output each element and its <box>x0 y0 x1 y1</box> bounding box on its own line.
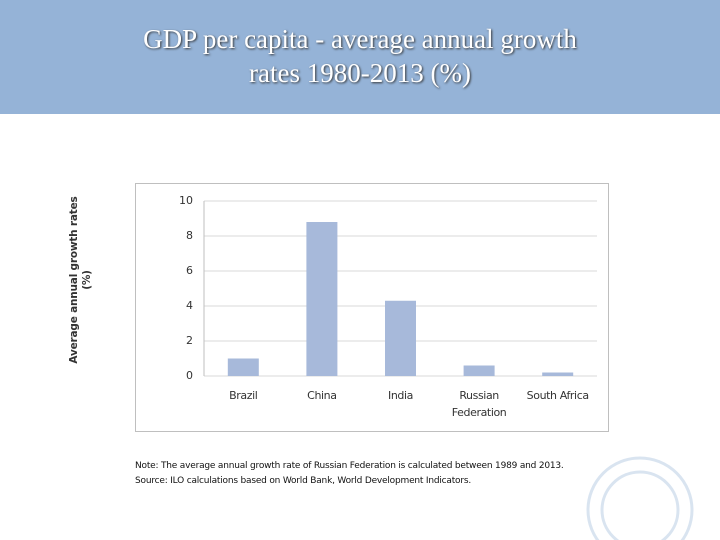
bar <box>542 372 574 376</box>
x-tick-label: South Africa <box>526 389 589 402</box>
x-tick-label: China <box>307 389 337 402</box>
bar <box>463 365 495 376</box>
x-tick-label: Russian Federation <box>451 389 507 419</box>
y-tick-label: 10 <box>179 194 193 207</box>
logo <box>586 456 694 540</box>
y-tick-label: 0 <box>186 369 193 382</box>
slide-title: GDP per capita - average annual growth r… <box>143 24 577 88</box>
y-axis-title: Average annual growth rates (%) <box>68 196 93 364</box>
x-tick-label: India <box>388 389 413 402</box>
note: Note: The average annual growth rate of … <box>135 461 564 471</box>
y-tick-label: 8 <box>186 229 193 242</box>
x-tick-label: Brazil <box>229 389 258 402</box>
source: Source: ILO calculations based on World … <box>135 476 472 486</box>
bar <box>227 358 259 376</box>
chart-frame <box>135 183 609 432</box>
bar <box>385 300 416 376</box>
bar <box>306 222 338 376</box>
y-tick-label: 4 <box>186 299 193 312</box>
header-band <box>0 0 720 114</box>
y-tick-label: 6 <box>186 264 193 277</box>
y-tick-label: 2 <box>186 334 193 347</box>
